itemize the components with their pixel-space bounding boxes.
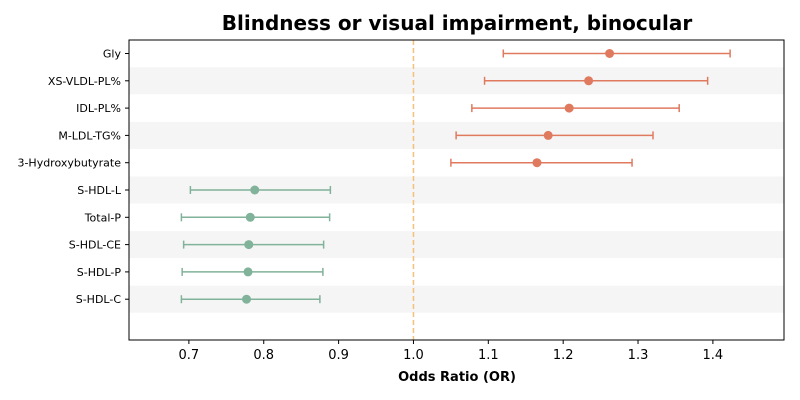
- data-marks-group: [180, 49, 731, 304]
- y-tick-label: IDL-PL%: [76, 102, 121, 115]
- or-point: [243, 267, 253, 277]
- or-point: [605, 49, 615, 58]
- y-tick-label: Gly: [103, 48, 122, 61]
- or-point: [543, 130, 553, 140]
- x-axis: 0.7 0.8 0.9 1.0 1.1 1.2 1.3 1.4: [179, 340, 724, 363]
- y-tick-label: S-HDL-CE: [69, 239, 121, 252]
- x-tick-label: 0.8: [253, 348, 274, 363]
- y-tick-label: XS-VLDL-PL%: [48, 75, 121, 88]
- y-tick-label: S-HDL-L: [77, 184, 122, 197]
- or-point: [242, 294, 252, 304]
- y-tick-label: S-HDL-C: [76, 293, 122, 306]
- or-point: [250, 185, 260, 195]
- or-point: [245, 212, 255, 222]
- y-tick-label: 3-Hydroxybutyrate: [17, 157, 121, 170]
- x-axis-label: Odds Ratio (OR): [398, 370, 516, 385]
- or-point: [584, 76, 594, 86]
- or-point: [244, 240, 254, 250]
- x-tick-label: 0.7: [179, 348, 200, 363]
- x-tick-label: 1.4: [703, 348, 724, 363]
- x-tick-label: 1.2: [553, 348, 574, 363]
- chart-title: Blindness or visual impairment, binocula…: [222, 11, 693, 35]
- y-tick-label: M-LDL-TG%: [58, 129, 121, 142]
- x-tick-label: 1.1: [478, 348, 499, 363]
- y-axis: Gly XS-VLDL-PL% IDL-PL% M-LDL-TG% 3-Hydroxyb…: [17, 48, 129, 306]
- x-tick-label: 1.3: [628, 348, 649, 363]
- or-point: [532, 158, 542, 168]
- y-tick-label: Total-P: [84, 211, 122, 224]
- or-point: [564, 103, 574, 113]
- x-tick-label: 0.9: [328, 348, 349, 363]
- y-tick-label: S-HDL-P: [77, 266, 122, 279]
- x-tick-label: 1.0: [403, 348, 424, 363]
